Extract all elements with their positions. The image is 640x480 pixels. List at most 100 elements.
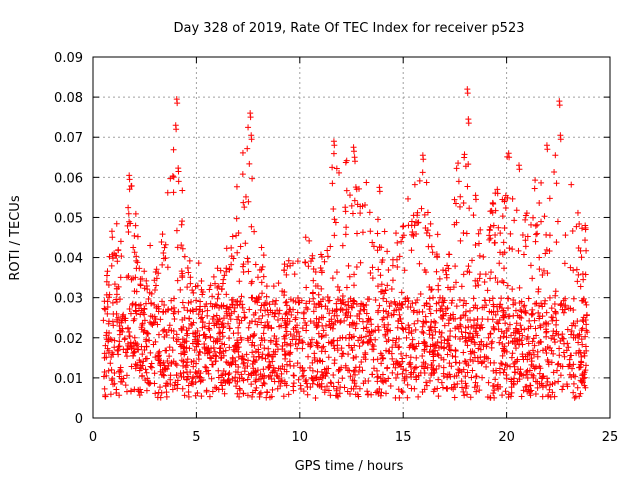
data-point — [228, 261, 235, 268]
data-point — [476, 252, 483, 259]
data-point — [532, 177, 539, 184]
data-point — [313, 315, 320, 322]
data-point — [472, 242, 479, 249]
data-point — [488, 269, 495, 276]
data-point — [322, 348, 329, 355]
data-point — [307, 258, 314, 265]
data-point — [496, 303, 503, 310]
data-point — [149, 313, 156, 320]
data-point — [463, 382, 470, 389]
data-point — [466, 307, 473, 314]
data-point — [522, 309, 529, 316]
data-point — [438, 302, 445, 309]
data-point — [218, 350, 225, 357]
data-point — [123, 274, 130, 281]
data-point — [138, 343, 145, 350]
data-point — [544, 375, 551, 382]
data-point — [283, 361, 290, 368]
data-point — [245, 198, 252, 205]
data-point — [106, 291, 113, 298]
data-point — [462, 329, 469, 336]
data-point — [259, 263, 266, 270]
data-point — [460, 271, 467, 278]
data-point — [296, 333, 303, 340]
data-point — [247, 114, 254, 121]
data-point — [244, 145, 251, 152]
data-point — [570, 380, 577, 387]
data-point — [385, 321, 392, 328]
data-point — [360, 302, 367, 309]
data-point — [306, 298, 313, 305]
data-point — [297, 364, 304, 371]
data-point — [500, 279, 507, 286]
data-point — [214, 295, 221, 302]
data-point — [411, 181, 418, 188]
data-point — [534, 221, 541, 228]
data-point — [115, 351, 122, 358]
data-point — [113, 220, 120, 227]
data-point — [234, 249, 241, 256]
data-point — [225, 376, 232, 383]
data-point — [477, 346, 484, 353]
data-point — [462, 358, 469, 365]
data-point — [217, 329, 224, 336]
data-point — [159, 231, 166, 238]
data-point — [274, 307, 281, 314]
data-point — [109, 234, 116, 241]
data-point — [363, 333, 370, 340]
data-point — [282, 355, 289, 362]
data-point — [464, 90, 471, 97]
data-point — [401, 373, 408, 380]
data-point — [343, 224, 350, 231]
data-point — [351, 197, 358, 204]
data-point — [170, 328, 177, 335]
data-point — [180, 362, 187, 369]
data-point — [559, 335, 566, 342]
data-point — [234, 298, 241, 305]
data-point — [466, 269, 473, 276]
data-point — [159, 261, 166, 268]
data-point — [281, 348, 288, 355]
data-point — [284, 263, 291, 270]
data-point — [462, 312, 469, 319]
data-point — [560, 309, 567, 316]
data-point — [398, 289, 405, 296]
data-point — [258, 279, 265, 286]
data-point — [536, 254, 543, 261]
data-point — [507, 230, 514, 237]
data-point — [461, 358, 468, 365]
data-point — [267, 337, 274, 344]
data-point — [111, 344, 118, 351]
data-point — [155, 357, 162, 364]
data-point — [420, 156, 427, 163]
data-point — [376, 385, 383, 392]
data-point — [234, 378, 241, 385]
data-point — [495, 320, 502, 327]
data-point — [195, 356, 202, 363]
data-point — [511, 375, 518, 382]
data-point — [500, 239, 507, 246]
data-point — [427, 310, 434, 317]
data-point — [449, 352, 456, 359]
data-point — [177, 286, 184, 293]
data-point — [179, 274, 186, 281]
data-point — [283, 382, 290, 389]
data-point — [384, 248, 391, 255]
data-point — [153, 266, 160, 273]
data-point — [455, 160, 462, 167]
data-point — [544, 146, 551, 153]
data-point — [146, 380, 153, 387]
data-point — [508, 332, 515, 339]
data-point — [333, 312, 340, 319]
data-point — [519, 351, 526, 358]
data-point — [324, 253, 331, 260]
data-point — [393, 230, 400, 237]
data-point — [396, 362, 403, 369]
data-point — [295, 376, 302, 383]
data-point — [542, 326, 549, 333]
data-point — [153, 275, 160, 282]
data-point — [113, 389, 120, 396]
data-point — [516, 370, 523, 377]
data-point — [363, 324, 370, 331]
data-point — [457, 193, 464, 200]
